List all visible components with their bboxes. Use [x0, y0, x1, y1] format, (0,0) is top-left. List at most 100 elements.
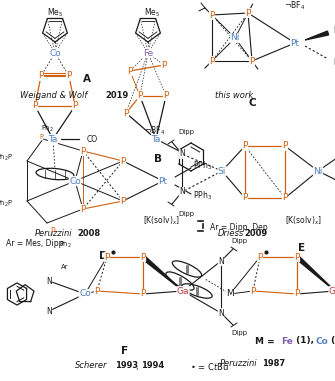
Text: Ph$_2$: Ph$_2$	[41, 124, 53, 134]
Text: ,: ,	[136, 362, 141, 370]
Text: C: C	[248, 98, 256, 108]
Text: Ga: Ga	[329, 287, 335, 296]
Text: P: P	[209, 56, 215, 66]
Text: P: P	[127, 67, 133, 75]
Text: 1994: 1994	[141, 362, 164, 370]
Text: Pt: Pt	[290, 38, 299, 48]
Text: Dipp: Dipp	[231, 238, 247, 244]
Text: Me$_5$: Me$_5$	[144, 7, 160, 19]
Text: PPh$_3$: PPh$_3$	[193, 160, 212, 172]
Text: Ta: Ta	[48, 134, 58, 144]
Text: Co: Co	[69, 176, 81, 186]
Text: P: P	[72, 101, 78, 110]
Text: Ga: Ga	[177, 287, 189, 296]
Text: Ar: Ar	[61, 264, 69, 270]
Text: Fe: Fe	[281, 336, 293, 346]
Text: P: P	[257, 253, 263, 261]
Text: Co: Co	[315, 336, 328, 346]
Text: P: P	[120, 197, 126, 205]
Text: P: P	[66, 72, 72, 80]
Text: P: P	[140, 253, 146, 261]
Text: Ph$_2$P: Ph$_2$P	[0, 153, 13, 163]
Text: P: P	[249, 56, 255, 66]
Text: P: P	[32, 101, 38, 110]
Text: Peruzzini: Peruzzini	[35, 229, 73, 237]
Text: N: N	[218, 309, 224, 317]
Text: [K(solv)$_x$]: [K(solv)$_x$]	[143, 215, 180, 227]
Text: • = C$t$Bu: • = C$t$Bu	[185, 360, 229, 371]
Text: Dipp: Dipp	[178, 211, 194, 217]
Text: PPh$_3$: PPh$_3$	[193, 190, 212, 202]
Polygon shape	[305, 31, 329, 40]
Text: Ar = Dipp, Dep: Ar = Dipp, Dep	[210, 224, 268, 232]
Text: Peruzzini: Peruzzini	[220, 359, 258, 368]
Text: Fe: Fe	[143, 48, 153, 58]
Text: P: P	[104, 253, 110, 261]
Text: PPh$_3$: PPh$_3$	[333, 57, 335, 69]
Text: Dipp: Dipp	[231, 330, 247, 336]
Text: P: P	[250, 287, 256, 296]
Text: P: P	[38, 72, 44, 80]
Text: P: P	[282, 141, 288, 150]
Text: Co: Co	[49, 48, 61, 58]
Text: Driess: Driess	[218, 229, 244, 237]
Text: P: P	[242, 141, 248, 150]
Text: CO: CO	[87, 134, 98, 144]
Text: N: N	[179, 149, 185, 158]
Text: Co: Co	[79, 290, 91, 298]
Text: 2019: 2019	[105, 91, 128, 101]
Text: N: N	[218, 256, 224, 266]
Text: P: P	[209, 11, 215, 19]
Text: P: P	[140, 290, 146, 298]
Text: Me$_5$: Me$_5$	[47, 7, 63, 19]
Text: P: P	[80, 205, 86, 213]
Text: PPh$_3$: PPh$_3$	[333, 25, 335, 37]
Text: P: P	[163, 91, 169, 101]
Text: N: N	[46, 277, 52, 285]
Text: Ph$_2$: Ph$_2$	[59, 240, 71, 250]
Text: A: A	[83, 74, 91, 84]
Text: P: P	[80, 147, 86, 155]
Text: P: P	[294, 290, 300, 298]
Text: (1),: (1),	[293, 336, 317, 346]
Text: D: D	[99, 251, 107, 261]
Text: N: N	[179, 187, 185, 197]
Text: Ni: Ni	[230, 34, 240, 43]
Text: F: F	[121, 346, 129, 356]
Text: P: P	[39, 134, 43, 140]
Text: [K(solv)$_x$]: [K(solv)$_x$]	[285, 215, 322, 227]
Text: 1987: 1987	[262, 359, 285, 368]
Text: P: P	[123, 109, 129, 117]
Text: Si: Si	[218, 166, 226, 176]
Text: E: E	[298, 243, 306, 253]
Text: 2008: 2008	[77, 229, 100, 237]
Text: P: P	[137, 91, 143, 101]
Text: P: P	[51, 226, 55, 235]
Text: Weigand & Wolf: Weigand & Wolf	[20, 91, 87, 101]
Text: Scherer: Scherer	[75, 362, 108, 370]
Text: B: B	[154, 154, 162, 164]
Text: P: P	[282, 194, 288, 202]
Text: ¬BF$_4$: ¬BF$_4$	[284, 0, 306, 12]
Text: P: P	[94, 287, 100, 296]
Polygon shape	[142, 256, 183, 291]
Text: P: P	[294, 253, 300, 261]
Text: Ni: Ni	[313, 166, 323, 176]
Text: Ar = Mes, Dipp: Ar = Mes, Dipp	[6, 240, 64, 248]
Text: P: P	[245, 8, 251, 18]
Text: M =: M =	[255, 336, 275, 346]
Text: 1993: 1993	[115, 362, 138, 370]
Text: P: P	[242, 194, 248, 202]
Text: Pt: Pt	[158, 176, 168, 186]
Text: this work: this work	[215, 91, 253, 101]
Text: Dipp: Dipp	[178, 129, 194, 135]
Text: Ph$_2$P: Ph$_2$P	[0, 199, 13, 209]
Text: (2): (2)	[328, 336, 335, 346]
Text: ¬BF$_4$: ¬BF$_4$	[144, 125, 165, 137]
Text: P: P	[161, 61, 167, 69]
Text: 2009: 2009	[244, 229, 267, 237]
Text: Ta: Ta	[151, 134, 161, 144]
Text: N: N	[46, 306, 52, 315]
Text: P: P	[120, 157, 126, 165]
Polygon shape	[296, 256, 335, 291]
